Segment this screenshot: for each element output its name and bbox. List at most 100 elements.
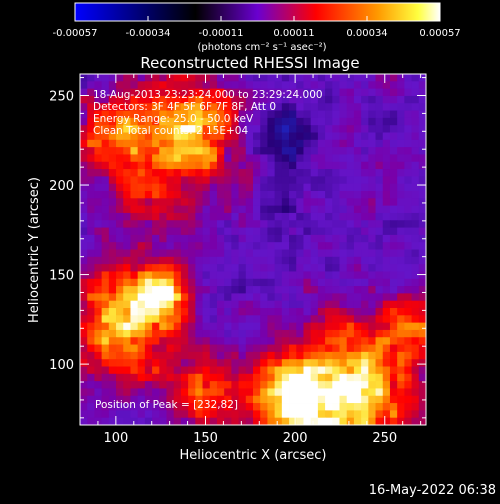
heatmap-cell <box>216 95 225 104</box>
heatmap-cell <box>144 344 153 353</box>
heatmap-cell <box>317 74 326 82</box>
heatmap-cell <box>224 264 232 272</box>
heatmap-cell <box>130 147 139 155</box>
heatmap-cell <box>130 205 139 214</box>
heatmap-cell <box>418 293 427 302</box>
heatmap-cell <box>411 88 420 97</box>
heatmap-cell <box>195 95 203 104</box>
heatmap-cell <box>346 103 355 111</box>
heatmap-cell <box>195 234 203 243</box>
heatmap-cell <box>130 359 139 367</box>
heatmap-cell <box>260 388 268 397</box>
heatmap-cell <box>238 300 247 309</box>
heatmap-cell <box>339 264 348 272</box>
heatmap-cell <box>94 103 103 111</box>
heatmap-cell <box>224 103 232 111</box>
heatmap-cell <box>144 315 153 324</box>
heatmap-cell <box>310 183 319 192</box>
heatmap-cell <box>310 117 319 126</box>
heatmap-cell <box>80 388 88 397</box>
heatmap-cell <box>368 351 376 360</box>
heatmap-cell <box>267 373 276 382</box>
heatmap-cell <box>303 95 312 104</box>
heatmap-cell <box>108 74 117 82</box>
heatmap-cell <box>368 154 376 163</box>
heatmap-cell <box>87 227 95 236</box>
heatmap-cell <box>253 220 261 228</box>
heatmap-cell <box>375 191 384 199</box>
heatmap-cell <box>339 110 348 119</box>
heatmap-cell <box>144 161 153 170</box>
heatmap-cell <box>281 117 290 126</box>
heatmap-cell <box>137 293 146 302</box>
heatmap-cell <box>404 381 412 389</box>
heatmap-cell <box>123 417 131 426</box>
heatmap-cell <box>397 337 405 345</box>
heatmap-cell <box>137 132 146 141</box>
heatmap-cell <box>209 256 218 265</box>
heatmap-cell <box>353 227 362 236</box>
heatmap-cell <box>289 103 297 111</box>
heatmap-cell <box>188 256 196 265</box>
heatmap-cell <box>180 103 189 111</box>
heatmap-cell <box>188 154 196 163</box>
heatmap-cell <box>180 88 189 97</box>
heatmap-cell <box>166 154 175 163</box>
heatmap-cell <box>353 308 362 316</box>
heatmap-cell <box>152 264 160 272</box>
heatmap-cell <box>411 227 420 236</box>
heatmap-cell <box>397 132 405 141</box>
heatmap-cell <box>231 125 239 133</box>
heatmap-cell <box>274 117 283 126</box>
heatmap-cell <box>389 227 398 236</box>
heatmap-cell <box>382 322 391 331</box>
heatmap-cell <box>404 308 412 316</box>
heatmap-cell <box>418 147 427 155</box>
heatmap-cell <box>325 205 333 214</box>
heatmap-cell <box>361 176 369 185</box>
heatmap-cell <box>166 139 175 148</box>
heatmap-cell <box>397 344 405 353</box>
heatmap-cell <box>159 198 167 207</box>
heatmap-cell <box>375 278 384 287</box>
heatmap-cell <box>216 366 225 375</box>
heatmap-cell <box>188 176 196 185</box>
heatmap-cell <box>310 234 319 243</box>
heatmap-cell <box>375 344 384 353</box>
heatmap-cell <box>108 103 117 111</box>
heatmap-cell <box>397 81 405 90</box>
heatmap-cell <box>368 242 376 250</box>
heatmap-cell <box>159 293 167 302</box>
heatmap-cell <box>389 381 398 389</box>
heatmap-cell <box>152 417 160 426</box>
heatmap-cell <box>216 264 225 272</box>
heatmap-cell <box>245 169 254 177</box>
heatmap-cell <box>389 410 398 419</box>
heatmap-cell <box>260 264 268 272</box>
heatmap-cell <box>339 191 348 199</box>
heatmap-cell <box>80 95 88 104</box>
heatmap-cell <box>137 403 146 411</box>
heatmap-cell <box>389 220 398 228</box>
heatmap-cell <box>166 81 175 90</box>
heatmap-cell <box>418 212 427 221</box>
heatmap-cell <box>317 308 326 316</box>
heatmap-cell <box>310 329 319 338</box>
heatmap-cell <box>274 395 283 404</box>
heatmap-cell <box>101 293 110 302</box>
heatmap-cell <box>310 417 319 426</box>
heatmap-cell <box>238 139 247 148</box>
heatmap-cell <box>353 125 362 133</box>
heatmap-cell <box>281 132 290 141</box>
heatmap-cell <box>281 169 290 177</box>
heatmap-cell <box>418 344 427 353</box>
heatmap-cell <box>397 117 405 126</box>
heatmap-cell <box>173 242 182 250</box>
heatmap-cell <box>116 344 124 353</box>
heatmap-cell <box>361 373 369 382</box>
heatmap-cell <box>281 293 290 302</box>
heatmap-cell <box>202 410 211 419</box>
heatmap-cell <box>123 410 131 419</box>
heatmap-cell <box>202 403 211 411</box>
heatmap-cell <box>397 286 405 294</box>
